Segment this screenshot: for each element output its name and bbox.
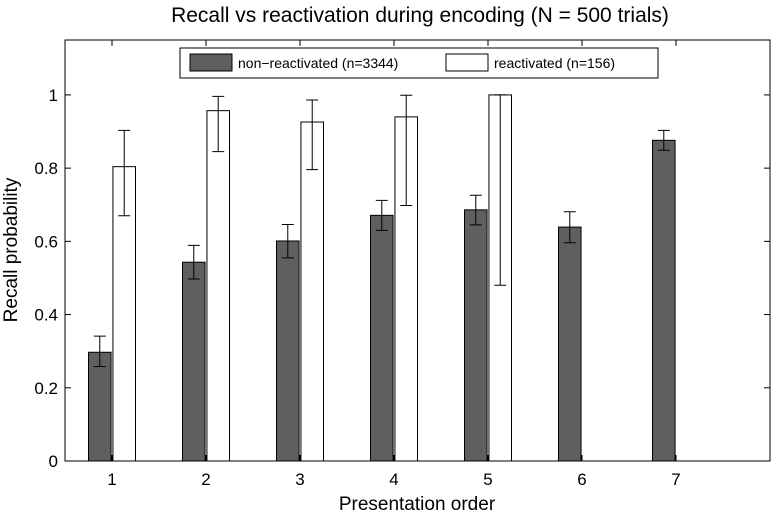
y-tick-label-0.6: 0.6 <box>34 232 58 251</box>
plot-area: 0 0.2 0.4 0.6 0.8 1 1 2 3 4 5 6 7 <box>34 39 771 489</box>
axes-box <box>64 39 771 462</box>
legend-box <box>179 47 659 79</box>
x-tick-label-2: 2 <box>201 470 210 489</box>
error-bar-reactivated-5 <box>494 94 507 286</box>
bar-reactivated-3 <box>300 121 325 462</box>
chart-title: Recall vs reactivation during encoding (… <box>171 4 669 27</box>
y-axis-label: Recall probability <box>1 177 22 322</box>
legend-label-reactivated: reactivated (n=156) <box>494 55 615 71</box>
error-bar-reactivated-2 <box>212 95 225 153</box>
x-axis-label: Presentation order <box>339 494 496 514</box>
x-tick-label-4: 4 <box>389 470 398 489</box>
error-bar-non-reactivated-5 <box>469 194 482 226</box>
x-tick-label-3: 3 <box>295 470 304 489</box>
x-tick-label-7: 7 <box>671 470 680 489</box>
error-bar-non-reactivated-3 <box>281 224 294 259</box>
y-tick-label-0.2: 0.2 <box>34 379 58 398</box>
error-bar-reactivated-3 <box>306 99 319 171</box>
bar-non-reactivated-7 <box>652 139 676 462</box>
legend-swatch-reactivated <box>445 53 489 72</box>
error-bar-reactivated-4 <box>400 94 413 206</box>
bar-non-reactivated-6 <box>558 226 582 462</box>
legend-swatch-non-reactivated <box>189 53 233 72</box>
y-tick-label-0.4: 0.4 <box>34 306 58 325</box>
legend-label-non-reactivated: non−reactivated (n=3344) <box>238 55 398 71</box>
bar-non-reactivated-3 <box>276 240 300 462</box>
error-bar-non-reactivated-7 <box>657 129 670 151</box>
bar-reactivated-2 <box>206 110 231 462</box>
error-bar-reactivated-1 <box>118 129 131 217</box>
x-tick-label-6: 6 <box>577 470 586 489</box>
error-bar-non-reactivated-4 <box>375 199 388 231</box>
y-tick-label-0: 0 <box>49 452 58 471</box>
y-tick-label-0.8: 0.8 <box>34 159 58 178</box>
error-bar-non-reactivated-6 <box>563 211 576 244</box>
error-bar-non-reactivated-1 <box>93 335 106 368</box>
legend: non−reactivated (n=3344) reactivated (n=… <box>179 47 659 79</box>
x-tick-label-1: 1 <box>107 470 116 489</box>
error-bar-non-reactivated-2 <box>187 244 200 280</box>
bar-non-reactivated-2 <box>182 261 206 462</box>
y-tick-label-1: 1 <box>49 86 58 105</box>
bar-non-reactivated-1 <box>88 351 112 462</box>
x-tick-label-5: 5 <box>483 470 492 489</box>
bar-non-reactivated-5 <box>464 209 488 462</box>
bar-non-reactivated-4 <box>370 214 394 462</box>
